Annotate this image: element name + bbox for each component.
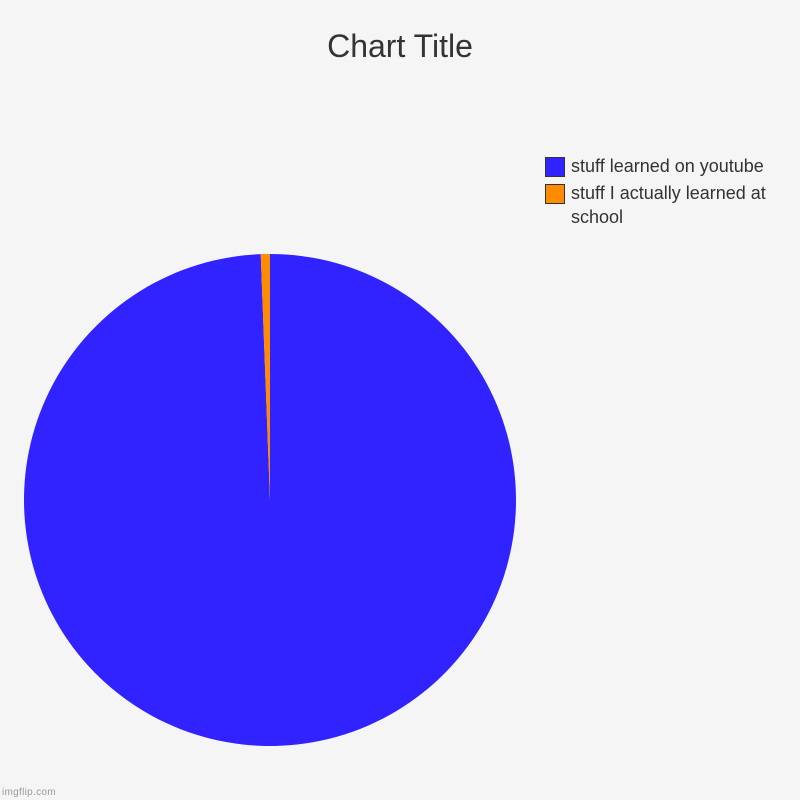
chart-title: Chart Title — [0, 0, 800, 75]
legend-swatch — [545, 157, 565, 177]
legend-item: stuff I actually learned at school — [545, 182, 785, 229]
watermark: imgflip.com — [2, 787, 56, 798]
legend-swatch — [545, 184, 565, 204]
legend: stuff learned on youtube stuff I actuall… — [545, 155, 785, 233]
pie-chart — [20, 250, 520, 750]
legend-item: stuff learned on youtube — [545, 155, 785, 178]
legend-label: stuff learned on youtube — [571, 155, 764, 178]
legend-label: stuff I actually learned at school — [571, 182, 785, 229]
